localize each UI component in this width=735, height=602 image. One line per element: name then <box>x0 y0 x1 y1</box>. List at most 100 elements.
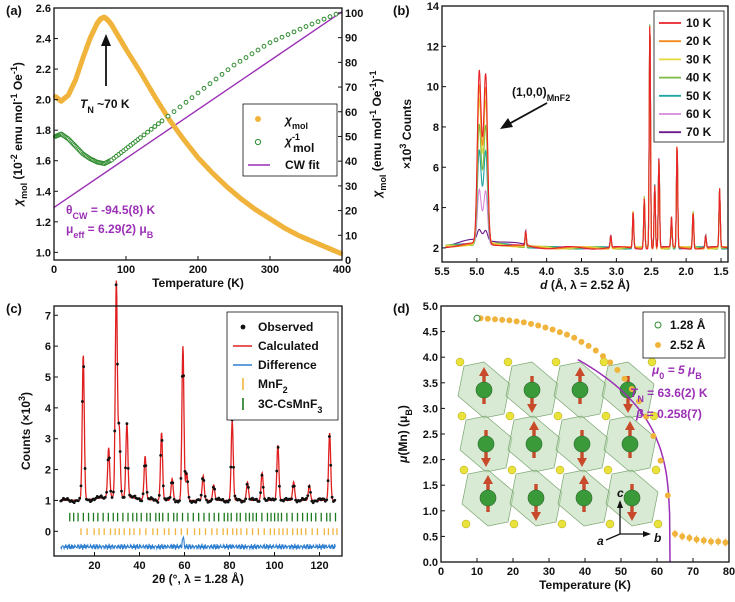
mn-atom <box>575 489 593 507</box>
legend-label-chi: χmol <box>283 113 308 131</box>
f-atom <box>649 411 659 421</box>
f-atom <box>455 357 465 367</box>
x-tick-label: 400 <box>333 264 351 276</box>
observed-point <box>229 465 233 469</box>
data-point <box>636 398 642 405</box>
legend-label: 2.52 Å <box>670 337 706 352</box>
observed-point <box>118 450 122 453</box>
observed-point <box>255 497 258 501</box>
plot-frame <box>53 305 343 557</box>
y-tick-label: 1.5 <box>423 480 438 492</box>
f-atom <box>507 465 517 475</box>
observed-point <box>247 486 250 489</box>
tn-annotation: TN ~70 K <box>80 97 130 115</box>
y-tick-label: 4.5 <box>423 327 438 339</box>
y-tick-label: 0 <box>45 526 51 538</box>
data-point <box>607 359 614 366</box>
observed-point <box>333 498 337 502</box>
x-tick-label: 50 <box>615 566 627 578</box>
chi-inv-point <box>156 121 161 127</box>
y2-axis-label: χmol (emu mol-1 Oe-1)-1 <box>368 70 388 199</box>
legend-label: Observed <box>258 320 313 334</box>
data-point <box>650 433 657 440</box>
panel-d: c b a 0 10 20 30 40 50 60 70 80 0.0 0.5 1.0 1.5 2.0 2.5 3.… <box>393 301 735 592</box>
observed-point <box>242 499 246 503</box>
data-point <box>535 322 542 329</box>
x-tick-label: 5.0 <box>469 266 484 278</box>
panel-label: (d) <box>393 301 410 316</box>
fit-tn-label: TN = 63.6(2) K <box>630 386 708 404</box>
x-tick-label: 80 <box>723 566 735 578</box>
x-tick-label: 70 <box>687 566 699 578</box>
data-point <box>492 316 498 323</box>
observed-point <box>120 489 123 493</box>
panel-label: (a) <box>6 3 22 18</box>
observed-point <box>307 485 311 488</box>
chi-inv-point <box>261 43 267 49</box>
mn-atom <box>479 489 497 507</box>
trace-20-K <box>445 26 728 251</box>
mn-atom <box>573 435 591 453</box>
chi-inv-point <box>249 51 255 57</box>
tick-row-cscmnf3 <box>69 512 337 522</box>
x-tick-label: 80 <box>223 560 235 572</box>
data-point <box>708 538 714 545</box>
observed-point <box>78 496 82 500</box>
y2-tick-label: 10 <box>345 230 357 242</box>
x-tick-label: 0 <box>51 264 57 276</box>
y-tick-label: 1.2 <box>36 217 51 229</box>
tn-arrow-head <box>101 34 111 46</box>
chi-inv-point <box>219 71 225 77</box>
y-tick-label: 5 <box>45 372 51 384</box>
c-axis-head <box>617 500 623 508</box>
observed-point <box>203 494 207 498</box>
legend-label-cw: CW fit <box>285 158 320 172</box>
observed-point <box>265 498 269 502</box>
observed-point <box>114 283 118 287</box>
y-tick-label: 1.4 <box>36 186 52 198</box>
data-point <box>643 413 650 420</box>
chi-inv-point <box>165 113 171 119</box>
x-tick-label: 0 <box>438 566 444 578</box>
spin-arrow-head <box>527 404 537 413</box>
spin-arrow-head <box>483 475 493 484</box>
legend-box <box>653 10 725 143</box>
y2-tick-label: 40 <box>345 156 357 168</box>
tick-row-mnf2 <box>80 528 338 536</box>
observed-point <box>261 485 265 489</box>
spin-arrow-head <box>627 512 637 521</box>
x-tick-label: 200 <box>189 264 207 276</box>
y-axis-label: μ(Mn) (μB) <box>396 405 414 464</box>
fit-mu0-label: μ0 = 5 μB <box>651 363 702 381</box>
f-atom <box>605 519 615 529</box>
data-point <box>564 331 570 338</box>
observed-point <box>112 490 115 494</box>
observed-point <box>292 484 296 488</box>
chi-inv-point <box>237 58 243 64</box>
observed-point <box>107 456 111 460</box>
legend-label: MnF2 <box>258 377 288 395</box>
f-atom <box>603 465 613 475</box>
data-point <box>542 324 549 331</box>
observed-point <box>179 476 183 480</box>
spin-arrow-head <box>529 421 539 430</box>
chi-inv-point <box>321 16 327 22</box>
y-tick-label: 14 <box>427 1 440 13</box>
y-tick-label: 1.0 <box>36 247 51 259</box>
observed-point <box>160 439 164 442</box>
y-tick-label: 3.0 <box>423 403 438 415</box>
y-tick-label: 0.0 <box>423 557 438 569</box>
x-tick-label: 20 <box>88 560 100 572</box>
legend-label: 60 K <box>686 107 712 121</box>
legend-label: Difference <box>258 358 317 372</box>
y-tick-label: 1.8 <box>36 125 51 137</box>
data-point <box>549 326 556 333</box>
observed-point <box>328 435 331 438</box>
observed-point <box>244 497 248 501</box>
f-atom <box>651 465 661 475</box>
b-axis-head <box>643 531 651 537</box>
observed-point <box>210 497 214 501</box>
chi-inv-point <box>273 37 279 43</box>
observed-point <box>325 498 329 502</box>
